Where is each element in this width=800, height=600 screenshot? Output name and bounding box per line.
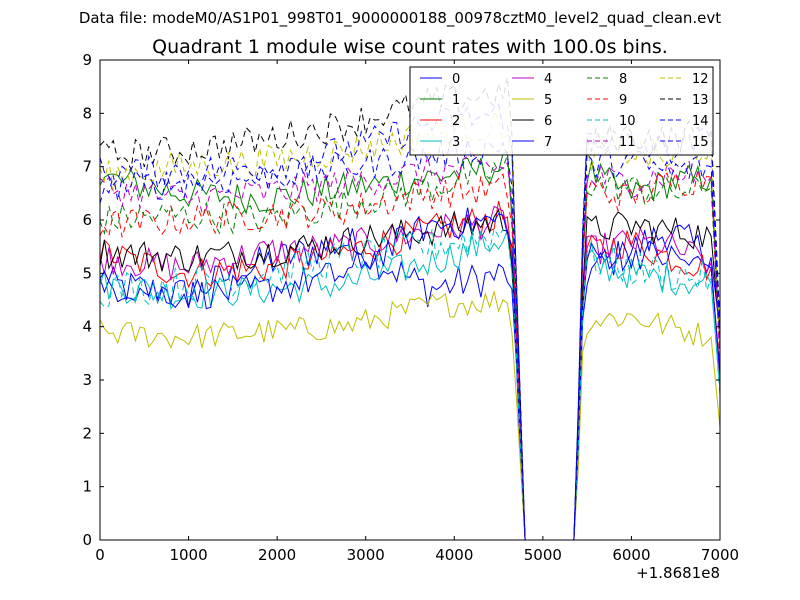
- x-tick-label: 7000: [701, 546, 739, 564]
- legend-label-5: 5: [544, 93, 552, 108]
- series-line-0: [99, 223, 721, 541]
- series-line-5: [99, 289, 721, 541]
- x-tick-label: 2000: [258, 546, 296, 564]
- series-line-9: [99, 169, 721, 541]
- series-line-7: [99, 207, 721, 541]
- legend-label-11: 11: [619, 135, 636, 150]
- y-tick-label: 0: [82, 531, 92, 549]
- series-line-14: [99, 103, 721, 541]
- legend-label-6: 6: [544, 114, 552, 129]
- legend-label-2: 2: [452, 114, 460, 129]
- y-tick-label: 8: [82, 104, 92, 122]
- x-tick-label: 0: [95, 546, 105, 564]
- data-file-suptitle: Data file: modeM0/AS1P01_998T01_90000001…: [78, 9, 722, 27]
- legend-label-9: 9: [619, 93, 627, 108]
- x-tick-label: 4000: [435, 546, 473, 564]
- y-tick-label: 9: [82, 51, 92, 69]
- legend-label-1: 1: [452, 93, 460, 108]
- legend-label-7: 7: [544, 135, 552, 150]
- series-line-1: [99, 151, 721, 541]
- series-line-8: [99, 155, 721, 541]
- legend-label-14: 14: [692, 114, 709, 129]
- legend-label-0: 0: [452, 72, 460, 87]
- series-line-12: [99, 109, 721, 541]
- legend-label-10: 10: [619, 114, 636, 129]
- legend-label-12: 12: [692, 72, 709, 87]
- series-line-15: [99, 135, 721, 541]
- x-tick-label: 6000: [612, 546, 650, 564]
- y-tick-label: 1: [82, 478, 92, 496]
- series-line-11: [99, 152, 721, 541]
- x-offset-label: +1.8681e8: [636, 564, 720, 582]
- series-line-6: [99, 208, 721, 541]
- y-tick-label: 7: [82, 158, 92, 176]
- series-line-4: [99, 205, 721, 541]
- legend-box: [409, 66, 714, 156]
- y-tick-label: 3: [82, 371, 92, 389]
- series-line-3: [99, 229, 721, 541]
- y-tick-label: 2: [82, 424, 92, 442]
- x-tick-label: 3000: [347, 546, 385, 564]
- legend-label-3: 3: [452, 135, 460, 150]
- y-tick-label: 6: [82, 211, 92, 229]
- legend-label-13: 13: [692, 93, 709, 108]
- legend-label-8: 8: [619, 72, 627, 87]
- chart-title: Quadrant 1 module wise count rates with …: [152, 36, 668, 58]
- series-line-10: [99, 227, 721, 541]
- x-tick-label: 5000: [524, 546, 562, 564]
- y-tick-label: 5: [82, 264, 92, 282]
- y-tick-label: 4: [82, 318, 92, 336]
- plot-frame: [99, 59, 721, 541]
- legend-label-15: 15: [692, 135, 709, 150]
- x-tick-label: 1000: [169, 546, 207, 564]
- legend-label-4: 4: [544, 72, 552, 87]
